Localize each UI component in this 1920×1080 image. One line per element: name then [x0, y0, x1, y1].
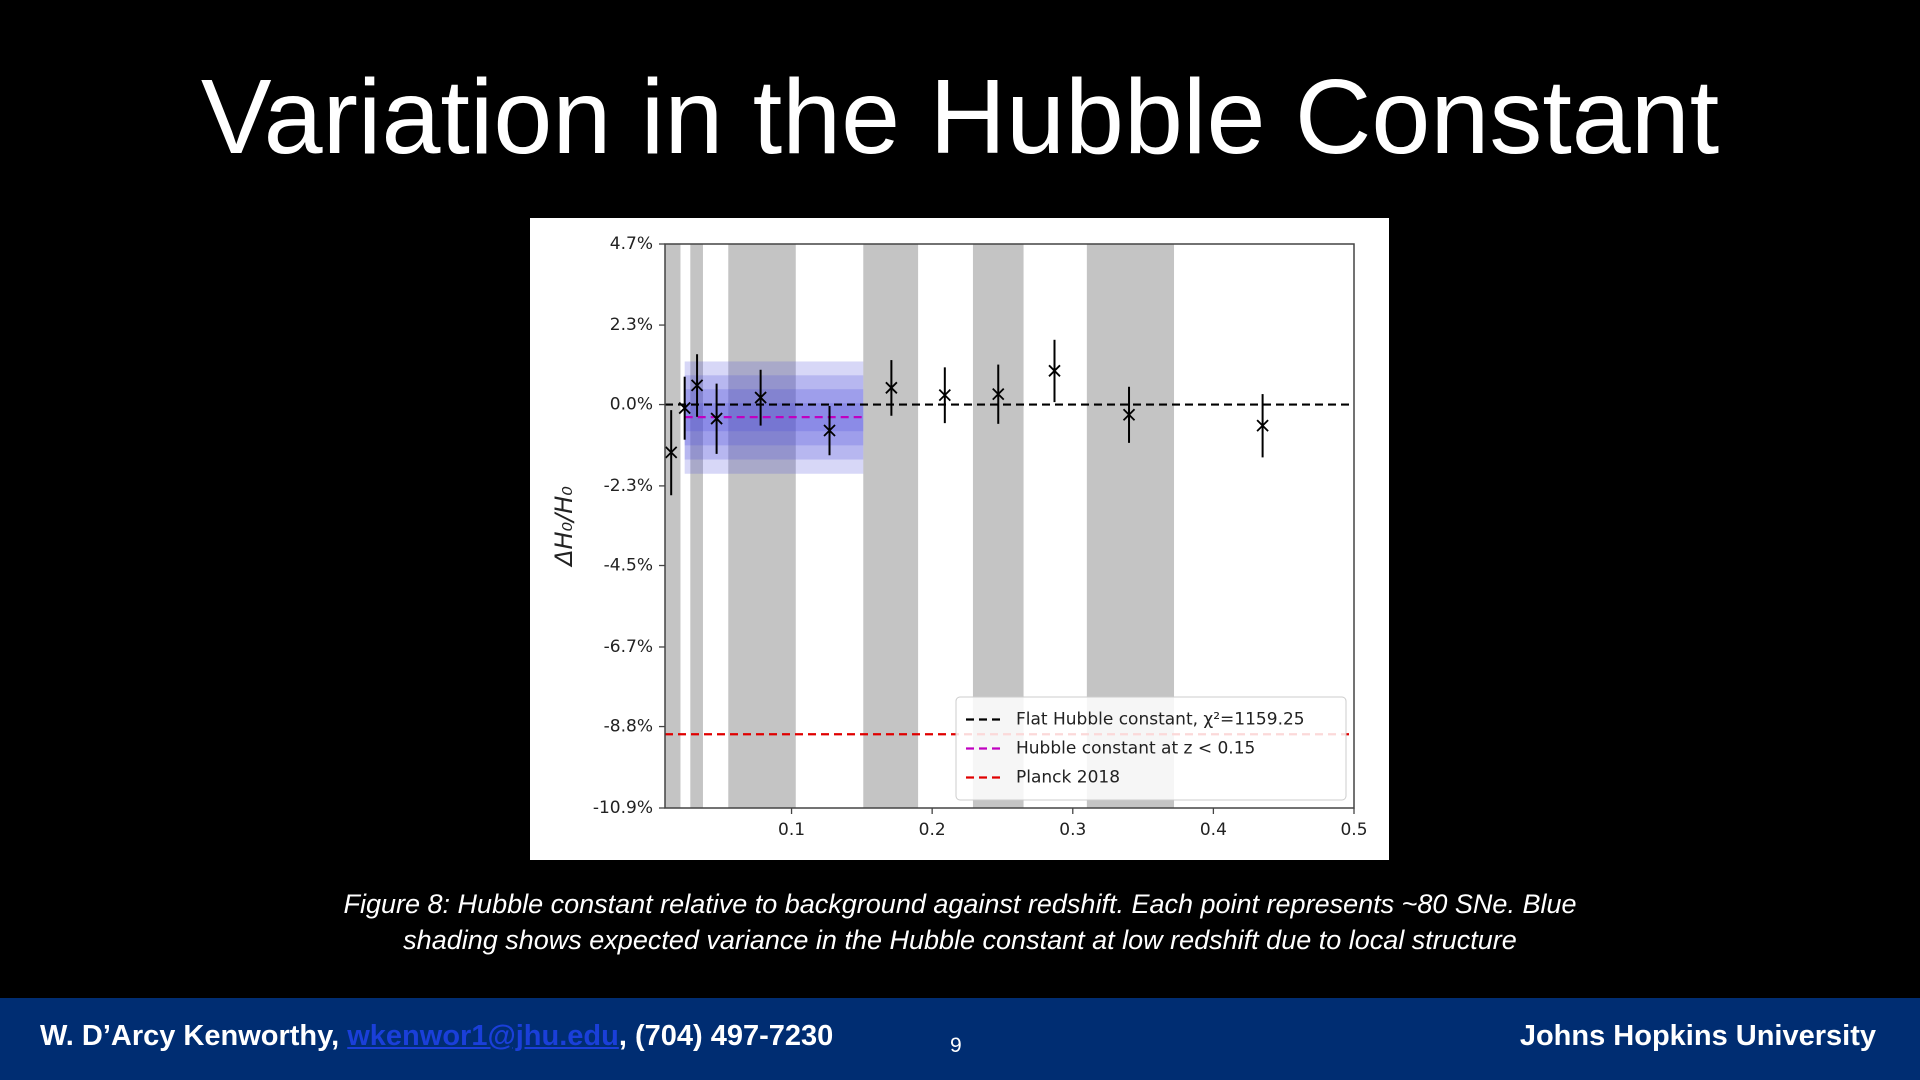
caption: Figure 8: Hubble constant relative to ba… [160, 886, 1760, 958]
email-link[interactable]: wkenwor1@jhu.edu [347, 1020, 619, 1052]
legend-label: Planck 2018 [1016, 768, 1120, 788]
footer-contact: W. D’Arcy Kenworthy, wkenwor1@jhu.edu, (… [40, 1020, 833, 1053]
x-tick-label: 0.1 [778, 820, 805, 840]
data-point [1122, 408, 1136, 421]
y-tick-label: 0.0% [610, 395, 653, 415]
y-tick-label: -2.3% [604, 476, 653, 496]
shaded-region [665, 244, 681, 808]
phone: , (704) 497-7230 [618, 1020, 834, 1052]
caption-line: Figure 8: Hubble constant relative to ba… [343, 889, 1577, 919]
shaded-region [863, 244, 919, 808]
data-point [678, 401, 691, 415]
page-number: 9 [950, 1034, 962, 1057]
shaded-region [690, 244, 703, 808]
data-point [754, 391, 767, 404]
institution: Johns Hopkins University [1519, 1020, 1876, 1052]
x-tick-label: 0.5 [1340, 820, 1367, 840]
data-point [665, 446, 678, 459]
data-point [690, 379, 704, 392]
x-tick-label: 0.2 [919, 820, 946, 840]
data-point [885, 381, 898, 394]
legend-box [955, 696, 1347, 801]
author: W. D’Arcy Kenworthy, [40, 1020, 348, 1052]
x-tick-label: 0.3 [1059, 820, 1086, 840]
plot-frame [664, 243, 1355, 809]
legend-label: Hubble constant at z < 0.15 [1016, 739, 1255, 759]
y-tick-label: -8.8% [604, 717, 653, 737]
data-point [938, 388, 951, 402]
shaded-region [728, 244, 796, 808]
y-tick-label: -10.9% [593, 798, 653, 818]
caption-line: shading shows expected variance in the H… [403, 925, 1517, 955]
data-point [710, 412, 723, 425]
footer: W. D’Arcy Kenworthy, wkenwor1@jhu.edu, (… [0, 998, 1920, 1080]
y-tick-label: 2.3% [610, 315, 653, 335]
y-tick-label: -4.5% [604, 556, 653, 576]
y-tick-label: 4.7% [610, 234, 653, 254]
y-axis-label: ΔH₀/H₀ [550, 486, 578, 568]
data-point [992, 387, 1005, 401]
data-point [1256, 419, 1269, 432]
slide-title: Variation in the Hubble Constant [200, 58, 1720, 176]
legend-label: Flat Hubble constant, χ²=1159.25 [1016, 710, 1305, 730]
data-point [823, 424, 836, 437]
x-tick-label: 0.4 [1200, 820, 1227, 840]
y-tick-label: -6.7% [604, 637, 653, 657]
data-point [1048, 364, 1061, 377]
